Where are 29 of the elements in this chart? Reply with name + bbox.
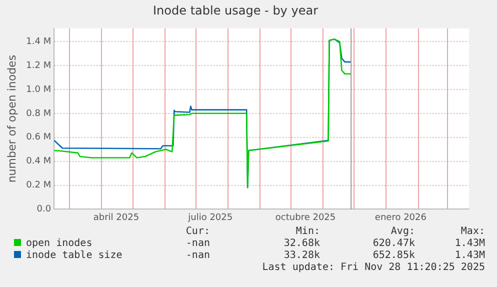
text: Last update: Fri Nov 28 11:20:25 2025 <box>262 262 485 273</box>
y-axis-title: number of open inodes <box>5 54 18 183</box>
text: Avg: <box>390 226 415 237</box>
text: 1.43M <box>454 238 485 249</box>
chart-title: Inode table usage - by year <box>153 3 318 18</box>
x-tick-label: octubre 2025 <box>275 212 336 223</box>
text: Cur: <box>186 226 210 237</box>
y-tick-label: 0.8 M <box>26 108 52 119</box>
text: 33.28k <box>284 250 320 261</box>
text: Max: <box>460 226 485 237</box>
y-tick-label: 0.6 M <box>26 132 52 143</box>
text: 32.68k <box>284 238 320 249</box>
text: -nan <box>186 238 210 249</box>
text: -nan <box>186 250 210 261</box>
text: 652.85k <box>372 250 415 261</box>
y-tick-label: 1.0 M <box>26 84 52 95</box>
y-tick-label: 0.4 M <box>26 156 52 167</box>
x-tick-label: abril 2025 <box>93 212 140 223</box>
y-tick-label: 1.4 M <box>26 36 52 47</box>
y-tick-label: 0.0 <box>36 204 52 215</box>
legend-label: inode table size <box>25 250 122 263</box>
y-tick-label: 1.2 M <box>26 60 52 71</box>
x-tick-label: julio 2025 <box>187 212 233 223</box>
text: 620.47k <box>372 238 415 249</box>
x-tick-label: enero 2026 <box>374 212 427 223</box>
legend-label: open inodes <box>25 238 92 250</box>
text: 1.43M <box>454 250 485 261</box>
text: Min: <box>296 226 320 237</box>
y-tick-label: 0.2 M <box>26 180 52 191</box>
